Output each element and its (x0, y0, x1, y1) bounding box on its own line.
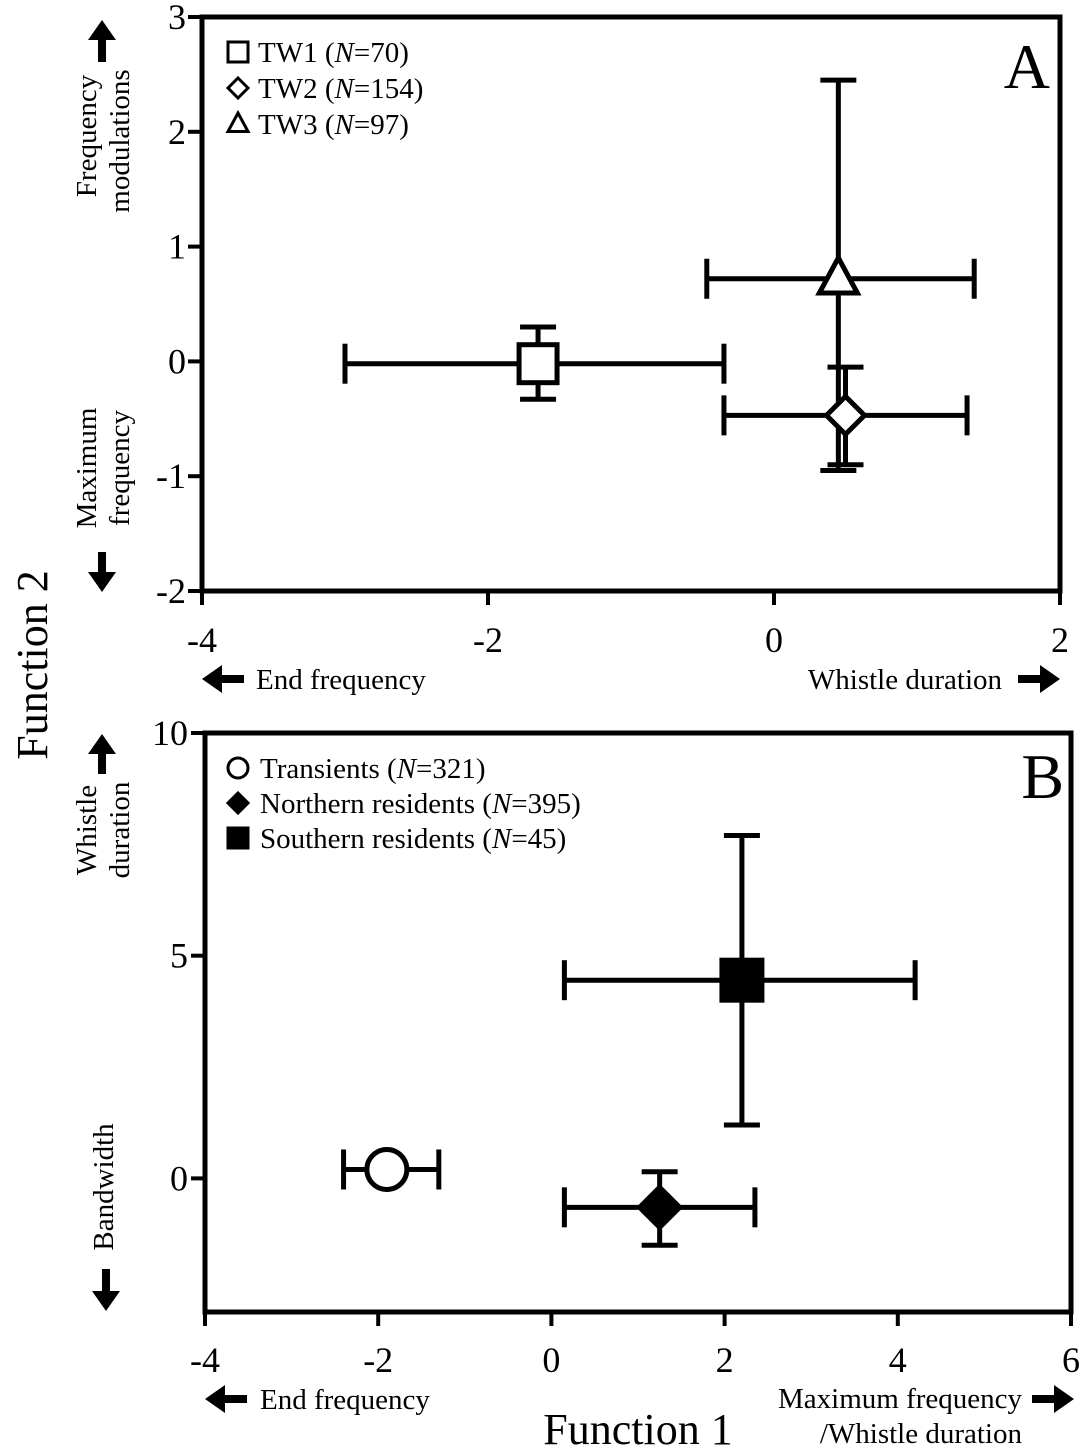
panel-b-x-annotation-negative: End frequency (205, 1384, 430, 1416)
panel-a-y-annotation-positive-line1: Frequency (71, 74, 103, 197)
panel-b-y-annotation-positive-line1: Whistle (71, 785, 103, 875)
legend-marker-transients (226, 756, 250, 780)
panel-a-y-tick-label: -1 (156, 456, 186, 496)
panel-b-y-tick-label: 10 (152, 713, 188, 753)
point-southern-residents (719, 957, 765, 1003)
legend-marker-tw2 (225, 75, 251, 101)
arrow-up-icon (88, 734, 116, 774)
legend-marker-tw1 (226, 40, 250, 64)
panel-b-x-annotation-negative-label: End frequency (260, 1384, 430, 1416)
panel-b-legend: Transients (N=321)Northern residents (N=… (225, 753, 581, 855)
shared-y-axis-title: Function 2 (8, 570, 57, 759)
panel-b-x-tick-label: 6 (1062, 1340, 1080, 1380)
panel-a-letter: A (1004, 31, 1050, 102)
point-transients (364, 1146, 410, 1192)
panel-a-markers (516, 252, 869, 438)
panel-a-x-annotation-positive-label: Whistle duration (808, 664, 1003, 696)
panel-b-error-bars (341, 832, 918, 1248)
arrow-right-icon (1018, 665, 1060, 693)
legend-label-southern-residents: Southern residents (N=45) (260, 823, 566, 855)
arrow-down-icon (88, 552, 116, 592)
legend-marker-southern-residents (226, 826, 250, 850)
legend-label-tw3: TW3 (N=97) (258, 109, 409, 141)
panel-a-x-tick-label: -4 (187, 620, 217, 660)
panel-a-y-tick-label: 0 (168, 341, 186, 381)
panel-a-x-annotation-negative-label: End frequency (256, 664, 426, 696)
legend-label-northern-residents: Northern residents (N=395) (260, 788, 581, 820)
panel-b-y-annotation-positive: Whistle duration (71, 734, 136, 878)
panel-a-legend: TW1 (N=70) TW2 (N=154) TW3 (N=97) (225, 37, 423, 141)
panel-a-y-tick-label: 2 (168, 112, 186, 152)
panel-b-x-tick-label: 4 (889, 1340, 907, 1380)
panel-a-y-annotation-positive-line2: modulations (104, 69, 136, 212)
panel-a-frame (199, 14, 1063, 594)
panel-b-x-tick-label: 2 (716, 1340, 734, 1380)
arrow-left-icon (202, 665, 244, 693)
point-tw1 (516, 342, 560, 386)
panel-b-y-annotation-negative: Bandwidth (88, 1123, 120, 1311)
panel-a-x-tick-label: -2 (473, 620, 503, 660)
panel-b-letter: B (1021, 741, 1064, 812)
panel-a-x-tick-label: 2 (1051, 620, 1069, 660)
panel-a-x-annotation-positive: Whistle duration (808, 664, 1060, 696)
panel-a-y-annotation-negative-line2: frequency (104, 410, 136, 526)
arrow-right-icon (1032, 1385, 1074, 1413)
legend-label-tw2: TW2 (N=154) (258, 73, 423, 105)
legend-marker-tw3 (225, 109, 251, 133)
panel-b-y-annotation-negative-line1: Bandwidth (88, 1123, 120, 1251)
panel-a-y-annotation-positive: Frequency modulations (71, 20, 136, 213)
point-tw2 (822, 392, 869, 438)
panel-b-frame (202, 730, 1074, 1315)
legend-label-tw1: TW1 (N=70) (258, 37, 409, 69)
arrow-up-icon (88, 20, 116, 62)
panel-b-y-tick-label: 0 (170, 1158, 188, 1198)
arrow-left-icon (205, 1385, 247, 1413)
point-tw3 (815, 252, 862, 296)
panel-b-ticks: -4 -2 0 2 4 6 0 5 10 (152, 713, 1080, 1380)
panel-b-x-tick-label: -4 (190, 1340, 220, 1380)
panel-a-y-tick-label: 3 (168, 0, 186, 37)
panel-a-x-tick-label: 0 (765, 620, 783, 660)
shared-x-axis-title: Function 1 (543, 1405, 732, 1451)
panel-b-x-tick-label: -2 (363, 1340, 393, 1380)
panel-a-y-annotation-negative-line1: Maximum (71, 407, 103, 528)
panel-b-y-tick-label: 5 (170, 936, 188, 976)
panel-b-x-annotation-positive-line1: Maximum frequency (778, 1383, 1023, 1415)
panel-b-markers (364, 957, 765, 1231)
point-northern-residents (636, 1183, 684, 1231)
legend-marker-northern-residents (225, 790, 251, 816)
panel-a-y-tick-label: 1 (168, 227, 186, 267)
panel-a-error-bars (342, 77, 977, 473)
panel-a-y-tick-label: -2 (156, 571, 186, 611)
panel-b-x-annotation-positive-line2: /Whistle duration (820, 1418, 1023, 1450)
panel-a-x-annotation-negative: End frequency (202, 664, 426, 696)
panel-b-y-annotation-positive-line2: duration (104, 781, 136, 878)
arrow-down-icon (92, 1269, 120, 1311)
panel-a-y-annotation-negative: Maximum frequency (71, 407, 136, 592)
panel-b-x-annotation-positive: Maximum frequency /Whistle duration (778, 1383, 1074, 1450)
panel-b: -4 -2 0 2 4 6 0 5 10 Transients (N=321)Northern … (71, 713, 1080, 1450)
panel-b-x-tick-label: 0 (542, 1340, 560, 1380)
legend-label-transients: Transients (N=321) (260, 753, 486, 785)
